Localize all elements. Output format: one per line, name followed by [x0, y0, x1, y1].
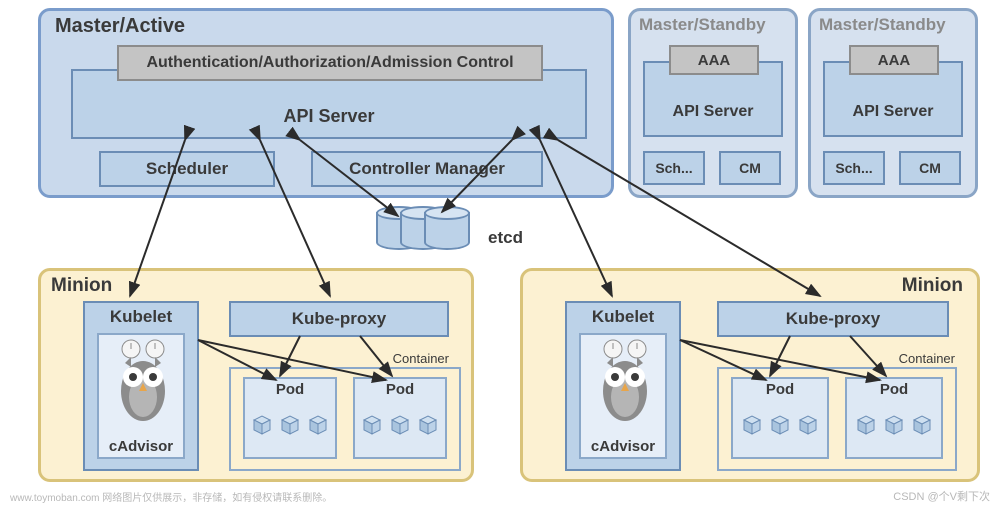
cube-icon: [768, 412, 792, 436]
cube-icon: [740, 412, 764, 436]
minion-2-cadvisor-label: cAdvisor: [591, 438, 655, 455]
cube-icon: [306, 412, 330, 436]
cube-row: [250, 412, 330, 436]
minion-2-kubelet-box: Kubelet cAdvis: [565, 301, 681, 471]
minion-2-pod-1: Pod: [731, 377, 829, 459]
minion-2-kubeproxy-box: Kube-proxy: [717, 301, 949, 337]
minion-1-cadvisor-box: cAdvisor: [97, 333, 185, 459]
minion-2-cadvisor-box: cAdvisor: [579, 333, 667, 459]
standby-1-aaa-box: AAA: [669, 45, 759, 75]
minion-1-cadvisor-label: cAdvisor: [109, 438, 173, 455]
minion-2-pod-2-label: Pod: [880, 381, 908, 398]
cube-icon: [882, 412, 906, 436]
auth-label: Authentication/Authorization/Admission C…: [146, 54, 513, 72]
minion-2-pod-1-label: Pod: [766, 381, 794, 398]
standby-1-cm-label: CM: [739, 160, 761, 176]
cube-icon: [854, 412, 878, 436]
standby-2-cm-box: CM: [899, 151, 961, 185]
cube-icon: [250, 412, 274, 436]
standby-1-panel: Master/Standby API Server AAA Sch... CM: [628, 8, 798, 198]
minion-1-container-label: Container: [393, 351, 449, 366]
scheduler-box: Scheduler: [99, 151, 275, 187]
minion-1-pod-1-label: Pod: [276, 381, 304, 398]
standby-1-api-label: API Server: [673, 103, 754, 121]
standby-1-sch-box: Sch...: [643, 151, 705, 185]
minion-1-kubeproxy-box: Kube-proxy: [229, 301, 449, 337]
cadvisor-owl-icon: [595, 339, 655, 429]
standby-1-title: Master/Standby: [639, 15, 766, 35]
minion-2-kubelet-label: Kubelet: [592, 307, 654, 327]
minion-1-kubelet-label: Kubelet: [110, 307, 172, 327]
standby-2-aaa-label: AAA: [878, 52, 911, 69]
standby-1-sch-label: Sch...: [655, 160, 692, 176]
controller-manager-label: Controller Manager: [349, 159, 505, 179]
minion-1-panel: Minion Kubelet: [38, 268, 474, 482]
cube-icon: [278, 412, 302, 436]
master-active-title: Master/Active: [55, 15, 185, 38]
scheduler-label: Scheduler: [146, 159, 228, 179]
standby-2-sch-label: Sch...: [835, 160, 872, 176]
minion-1-title: Minion: [51, 275, 112, 297]
cube-row: [854, 412, 934, 436]
standby-1-cm-box: CM: [719, 151, 781, 185]
standby-2-aaa-box: AAA: [849, 45, 939, 75]
minion-1-kubeproxy-label: Kube-proxy: [292, 309, 386, 329]
cube-icon: [796, 412, 820, 436]
standby-2-api-label: API Server: [853, 103, 934, 121]
minion-2-pod-2: Pod: [845, 377, 943, 459]
minion-1-pod-1: Pod: [243, 377, 337, 459]
minion-2-panel: Minion Kubelet: [520, 268, 980, 482]
cube-icon: [360, 412, 384, 436]
master-active-panel: Master/Active API Server Authentication/…: [38, 8, 614, 198]
minion-1-pod-2: Pod: [353, 377, 447, 459]
cube-icon: [388, 412, 412, 436]
cube-row: [360, 412, 440, 436]
controller-manager-box: Controller Manager: [311, 151, 543, 187]
owl-icon: [595, 339, 655, 429]
standby-2-cm-label: CM: [919, 160, 941, 176]
api-server-label: API Server: [283, 106, 374, 127]
owl-icon: [113, 339, 173, 429]
minion-2-title: Minion: [902, 275, 963, 297]
minion-1-kubelet-box: Kubelet c: [83, 301, 199, 471]
minion-1-pod-2-label: Pod: [386, 381, 414, 398]
standby-1-aaa-label: AAA: [698, 52, 731, 69]
watermark-right: CSDN @个V剩下次: [893, 488, 990, 504]
standby-2-title: Master/Standby: [819, 15, 946, 35]
minion-2-kubeproxy-label: Kube-proxy: [786, 309, 880, 329]
auth-box: Authentication/Authorization/Admission C…: [117, 45, 543, 81]
cube-row: [740, 412, 820, 436]
cadvisor-owl-icon: [113, 339, 173, 429]
cube-icon: [910, 412, 934, 436]
cube-icon: [416, 412, 440, 436]
standby-2-sch-box: Sch...: [823, 151, 885, 185]
watermark-left: www.toymoban.com 网络图片仅供展示，非存储，如有侵权请联系删除。: [10, 489, 332, 504]
etcd-label: etcd: [488, 228, 523, 248]
minion-2-container-label: Container: [899, 351, 955, 366]
standby-2-panel: Master/Standby API Server AAA Sch... CM: [808, 8, 978, 198]
